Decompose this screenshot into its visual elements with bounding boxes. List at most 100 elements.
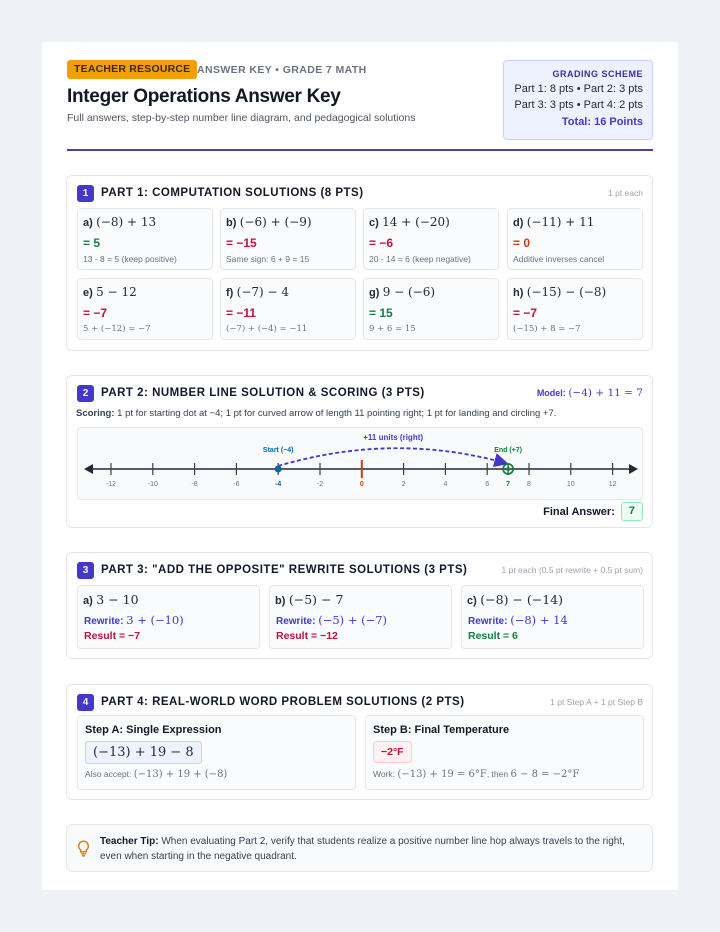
part2-number-badge: 2: [77, 384, 94, 402]
rewrite-label-letter: b): [275, 595, 286, 607]
problem-card-c: c) 14 + (−20) = −6 20 - 14 = 6 (keep neg…: [363, 208, 499, 270]
problem-question: c) 14 + (−20): [369, 215, 450, 229]
teacher-tip: Teacher Tip: When evaluating Part 2, ver…: [66, 824, 653, 872]
step-b-title: Step B: Final Temperature: [373, 724, 510, 736]
subhead: ANSWER KEY • GRADE 7 MATH: [197, 64, 367, 76]
problem-answer: = 15: [369, 306, 393, 320]
problem-card-a: a) (−8) + 13 = 5 13 - 8 = 5 (keep positi…: [77, 208, 213, 270]
problem-question: f) (−7) − 4: [226, 285, 289, 299]
problem-answer: = −7: [513, 306, 538, 320]
number-line-diagram: -12 -10 -8 -6 -4 -2 0 2 4 6 7 8 10 12 +11 units (righ…: [84, 433, 638, 488]
problem-answer: = −11: [226, 306, 257, 320]
scoring-text: 1 pt for starting dot at −4; 1 pt for cu…: [117, 408, 557, 419]
end-circle: [502, 463, 515, 475]
rewrite-expression: (−5) − 7: [288, 592, 344, 607]
end-label: End (+7): [494, 447, 522, 454]
tick-label: 7: [506, 481, 510, 488]
model-label: Model:: [536, 388, 566, 398]
rewrite-question: c) (−8) − (−14): [467, 592, 563, 607]
left-arrow-icon: [84, 464, 93, 474]
tick-label: 2: [402, 481, 406, 488]
rewrite-card-c: c) (−8) − (−14) Rewrite: (−8) + 14 Resul…: [461, 585, 644, 649]
part4-section: 4 PART 4: REAL-WORLD WORD PROBLEM SOLUTI…: [66, 684, 653, 800]
problem-answer: = −6: [369, 236, 394, 250]
lightbulb-icon: [78, 840, 89, 857]
work-expression-2: 6 − 8 = −2°F: [510, 769, 580, 780]
problem-expression: (−8) + 13: [96, 215, 157, 229]
part4-title: PART 4: REAL-WORLD WORD PROBLEM SOLUTION…: [101, 696, 465, 708]
page-description: Full answers, step-by-step number line d…: [67, 112, 416, 124]
part3-section: 3 PART 3: "ADD THE OPPOSITE" REWRITE SOL…: [66, 552, 653, 659]
rewrite-label: Rewrite:: [84, 616, 124, 627]
rewrite-value: (−8) + 14: [510, 613, 568, 627]
part4-header: 4 PART 4: REAL-WORLD WORD PROBLEM SOLUTI…: [77, 693, 465, 711]
part3-note: 1 pt each (0.5 pt rewrite + 0.5 pt sum): [501, 565, 644, 575]
tick-label: -10: [148, 481, 158, 488]
problem-label: c): [369, 217, 379, 229]
problem-work: 9 + 6 = 15: [369, 324, 416, 334]
problem-question: d) (−11) + 11: [513, 215, 594, 229]
problem-expression: (−6) + (−9): [239, 215, 312, 229]
tick-label: -8: [191, 481, 197, 488]
tip-body: When evaluating Part 2, verify that stud…: [100, 836, 625, 862]
step-b-work: Work: (−13) + 19 = 6°F, then 6 − 8 = −2°…: [373, 769, 579, 780]
tick-label: 0: [360, 481, 364, 488]
problem-label: g): [369, 287, 380, 299]
page-title: Integer Operations Answer Key: [67, 86, 341, 107]
problem-question: g) 9 − (−6): [369, 285, 435, 299]
step-a-expression: (−13) + 19 − 8: [85, 741, 202, 764]
work-connector: , then: [486, 769, 509, 779]
problem-expression: 5 − 12: [96, 285, 137, 299]
problem-label: f): [226, 287, 234, 299]
rewrite-label-letter: c): [467, 595, 477, 607]
hop-arrow: [277, 447, 509, 468]
part2-header: 2 PART 2: NUMBER LINE SOLUTION & SCORING…: [77, 384, 425, 402]
part3-title: PART 3: "ADD THE OPPOSITE" REWRITE SOLUT…: [101, 564, 468, 576]
rewrite-question: a) 3 − 10: [83, 592, 139, 607]
part2-section: 2 PART 2: NUMBER LINE SOLUTION & SCORING…: [66, 375, 653, 528]
header-divider: [67, 149, 653, 151]
tick-label: 6: [485, 481, 489, 488]
tick-label: -2: [317, 481, 323, 488]
problem-answer: = 0: [513, 236, 531, 250]
part1-header: 1 PART 1: COMPUTATION SOLUTIONS (8 PTS): [77, 184, 364, 202]
work-label: Work:: [373, 769, 396, 779]
accept-expression: (−13) + 19 + (−8): [133, 769, 228, 780]
problem-card-e: e) 5 − 12 = −7 5 + (−12) = −7: [77, 278, 213, 340]
rewrite-card-b: b) (−5) − 7 Rewrite: (−5) + (−7) Result …: [269, 585, 452, 649]
tip-text: Teacher Tip: When evaluating Part 2, ver…: [100, 834, 645, 864]
problem-card-h: h) (−15) − (−8) = −7 (−15) + 8 = −7: [507, 278, 643, 340]
part1-title: PART 1: COMPUTATION SOLUTIONS (8 PTS): [101, 187, 364, 199]
scoring-rubric: Scoring: 1 pt for starting dot at −4; 1 …: [76, 408, 556, 419]
problem-expression: 9 − (−6): [382, 285, 436, 299]
step-a-accept: Also accept: (−13) + 19 + (−8): [85, 769, 227, 780]
problem-expression: (−15) − (−8): [526, 285, 607, 299]
rewrite-value: (−5) + (−7): [318, 613, 388, 627]
teacher-resource-badge: TEACHER RESOURCE: [67, 60, 198, 79]
final-answer-label: Final Answer:: [543, 505, 615, 518]
rewrite-expression: (−8) − (−14): [480, 592, 563, 607]
part1-note: 1 pt each: [608, 188, 643, 198]
problem-label: a): [83, 217, 93, 229]
problem-expression: (−7) − 4: [236, 285, 290, 299]
problem-answer: = −15: [226, 236, 257, 250]
header: TEACHER RESOURCE ANSWER KEY • GRADE 7 MA…: [67, 59, 653, 151]
problem-question: a) (−8) + 13: [83, 215, 156, 229]
problem-expression: (−11) + 11: [526, 215, 595, 229]
part4-number-badge: 4: [77, 693, 94, 711]
problem-label: h): [513, 287, 524, 299]
tick-label: 12: [609, 481, 617, 488]
answer-key-page: TEACHER RESOURCE ANSWER KEY • GRADE 7 MA…: [42, 42, 678, 890]
part4-note: 1 pt Step A + 1 pt Step B: [550, 697, 643, 707]
step-a-title: Step A: Single Expression: [85, 724, 222, 736]
rewrite-result: Result = 6: [468, 630, 518, 642]
grading-title: GRADING SCHEME: [552, 69, 643, 79]
work-expression-1: (−13) + 19 = 6°F: [397, 769, 487, 780]
rewrite-question: b) (−5) − 7: [275, 592, 343, 607]
final-answer: Final Answer: 7: [543, 502, 643, 521]
tick-label: -6: [233, 481, 239, 488]
start-dot: [274, 465, 282, 473]
scoring-label: Scoring:: [76, 408, 115, 419]
part1-number-badge: 1: [77, 184, 94, 202]
grading-line-1: Part 1: 8 pts • Part 2: 3 pts: [514, 83, 643, 95]
